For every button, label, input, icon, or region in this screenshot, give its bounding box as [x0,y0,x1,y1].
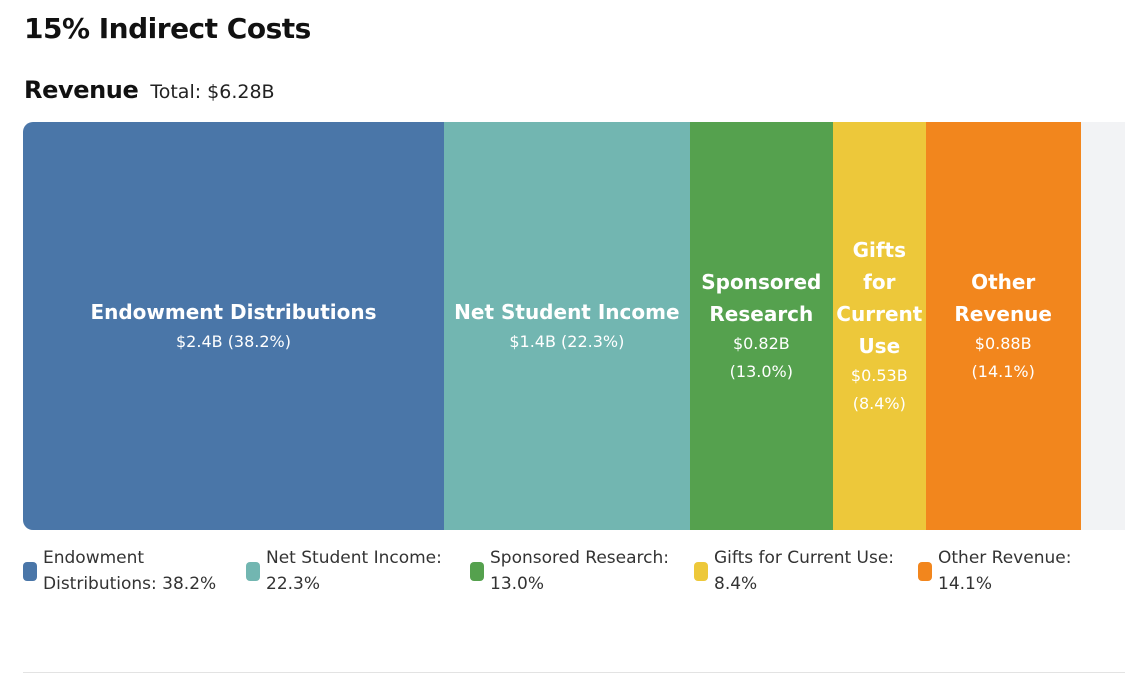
segment-label: Sponsored Research [701,270,822,326]
legend-swatch [918,561,932,581]
section-title: Revenue [24,76,139,104]
segment-value-label: $0.88B (14.1%) [971,334,1035,381]
segment-value-label: $0.82B (13.0%) [729,334,793,381]
bar-segment-sponsored-research: Sponsored Research $0.82B (13.0%) [689,122,833,530]
segment-value-label: $0.53B (8.4%) [850,366,908,413]
legend-swatch [470,561,484,581]
segment-value-label: $1.4B (22.3%) [509,332,625,351]
bar-segment-gifts-for-current-use: Gifts for Current Use $0.53B (8.4%) [833,122,926,530]
legend-label: Other Revenue: 14.1% [938,548,1072,594]
legend-item-endowment-distributions: Endowment Distributions: 38.2% [23,545,246,597]
bar-segment-net-student-income: Net Student Income $1.4B (22.3%) [444,122,690,530]
segment-label: Net Student Income [454,300,680,324]
legend-item-sponsored-research: Sponsored Research: 13.0% [470,545,694,597]
legend-item-other-revenue: Other Revenue: 14.1% [918,545,1108,597]
page-title: 15% Indirect Costs [24,12,311,45]
legend-swatch [23,561,37,581]
segment-value-label: $2.4B (38.2%) [176,332,291,351]
legend-swatch [694,561,708,581]
revenue-header: Revenue Total: $6.28B [24,76,275,104]
segment-label: Endowment Distributions [90,300,377,324]
revenue-stacked-bar: Endowment Distributions $2.4B (38.2%) Net … [23,122,1125,530]
bar-segment-endowment-distributions: Endowment Distributions $2.4B (38.2%) [23,122,444,530]
legend-item-gifts-for-current-use: Gifts for Current Use: 8.4% [694,545,918,597]
segment-label: Other Revenue [954,270,1052,326]
legend-label: Endowment Distributions: 38.2% [43,548,217,594]
section-divider [23,672,1125,673]
chart-legend: Endowment Distributions: 38.2% Net Studen… [23,545,1108,597]
legend-label: Gifts for Current Use: 8.4% [714,548,895,594]
revenue-total: Total: $6.28B [150,81,275,103]
legend-item-net-student-income: Net Student Income: 22.3% [246,545,470,597]
legend-label: Net Student Income: 22.3% [266,548,442,594]
legend-label: Sponsored Research: 13.0% [490,548,669,594]
legend-swatch [246,561,260,581]
segment-label: Gifts for Current Use [836,238,923,358]
bar-segment-other-revenue: Other Revenue $0.88B (14.1%) [925,122,1081,530]
